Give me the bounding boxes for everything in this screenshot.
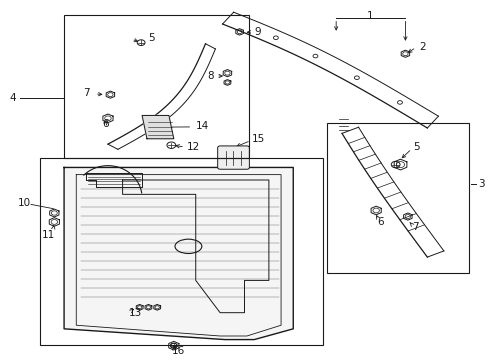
Text: 14: 14 [195, 121, 208, 131]
Text: 16: 16 [171, 346, 184, 356]
Bar [327, 123, 468, 273]
Text: 2: 2 [418, 42, 425, 51]
Polygon shape [64, 167, 293, 339]
Text: 12: 12 [186, 142, 200, 152]
Text: 10: 10 [18, 198, 31, 208]
Text: 9: 9 [254, 27, 260, 37]
Text: 15: 15 [251, 135, 264, 144]
Text: 1: 1 [366, 11, 373, 21]
Text: 7: 7 [82, 88, 89, 98]
Text: 6: 6 [377, 217, 384, 227]
Text: 8: 8 [207, 71, 213, 81]
Text: 5: 5 [412, 142, 419, 152]
Text: 6: 6 [102, 120, 109, 129]
Text: 7: 7 [411, 222, 418, 232]
Polygon shape [142, 116, 173, 139]
Text: 3: 3 [477, 179, 484, 189]
Text: 4: 4 [9, 93, 16, 103]
Bar [64, 15, 249, 158]
Text: 13: 13 [128, 308, 142, 318]
Text: 5: 5 [148, 33, 154, 43]
Bar [40, 158, 322, 345]
FancyBboxPatch shape [217, 146, 249, 169]
Text: 11: 11 [42, 230, 55, 239]
